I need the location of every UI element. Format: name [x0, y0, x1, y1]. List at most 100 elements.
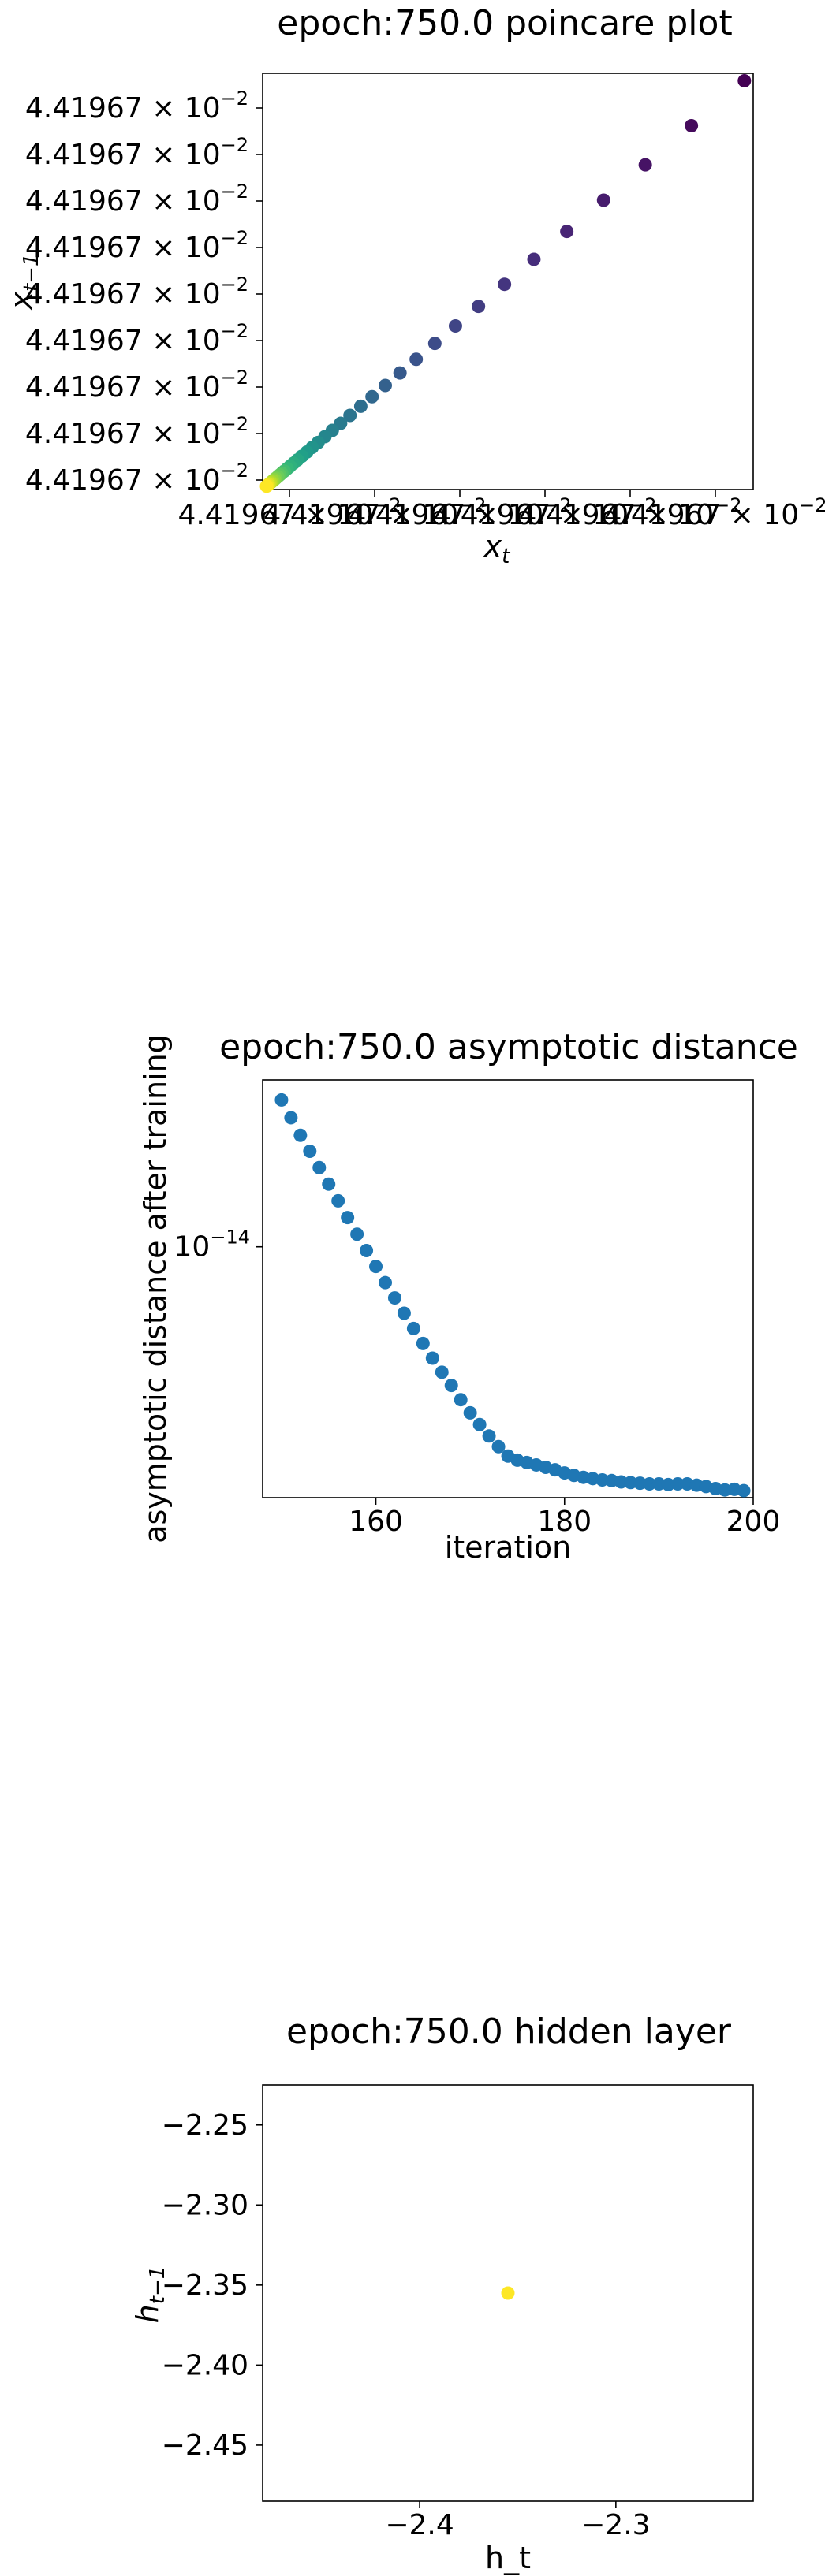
data-point — [435, 1365, 449, 1379]
y-ticks: 4.41967 × 10−2 4.41967 × 10−2 4.41967 × 10… — [25, 87, 263, 497]
poincare-chart: epoch:750.0 poincare plot 4.41967 × 10−2… — [4, 3, 825, 568]
chart-title: epoch:750.0 poincare plot — [277, 3, 732, 43]
x-tick-exponent: −2 — [629, 494, 656, 516]
y-tick-exponent: −2 — [221, 320, 248, 342]
y-tick-exponent: −2 — [221, 181, 248, 203]
data-point — [274, 1093, 289, 1107]
y-tick-exponent: −2 — [221, 274, 248, 296]
y-tick-exponent: −2 — [221, 413, 248, 435]
data-point — [393, 366, 407, 380]
data-point — [463, 1405, 477, 1420]
data-point — [501, 2286, 515, 2300]
y-tick-label: −2.35 — [162, 2269, 248, 2302]
data-point — [472, 1417, 487, 1431]
x-tick-label: 4.41967 × 10−2 — [433, 494, 656, 531]
data-point — [331, 1193, 345, 1208]
x-tick-exponent: −2 — [458, 494, 486, 516]
data-point — [379, 1275, 392, 1290]
x-tick-label: −2.3 — [581, 2509, 650, 2541]
x-axis-label: iteration — [445, 1530, 572, 1565]
x-tick-label: 4.41967 × 10−2 — [263, 494, 486, 531]
data-point — [293, 1128, 308, 1142]
data-point — [472, 300, 486, 314]
data-point — [638, 158, 652, 172]
data-point — [425, 1351, 439, 1365]
y-tick-exponent: −2 — [221, 227, 248, 249]
y-tick-label: −2.45 — [162, 2429, 248, 2462]
data-point — [259, 479, 274, 493]
data-point — [737, 1483, 751, 1498]
y-tick-label: 4.41967 × 10−2 — [25, 367, 248, 404]
data-point — [737, 74, 752, 88]
plot-frame — [262, 1079, 754, 1498]
x-ticks: 4.41967 × 10−24.41967 × 10−24.41967 × 10… — [177, 490, 825, 531]
data-point — [444, 1379, 458, 1393]
data-point — [527, 252, 541, 266]
data-point — [482, 1429, 496, 1443]
data-point — [365, 389, 379, 404]
data-point — [397, 1306, 411, 1320]
data-point — [498, 277, 512, 292]
y-tick-exponent: −2 — [221, 134, 248, 156]
data-point — [387, 1291, 401, 1305]
data-point — [353, 399, 368, 413]
data-point — [312, 1160, 327, 1174]
data-point — [343, 408, 357, 423]
y-tick-label: 4.41967 × 10−2 — [25, 320, 248, 357]
y-tick-label: 4.41967 × 10−2 — [25, 413, 248, 450]
data-point — [350, 1227, 364, 1241]
data-point — [379, 378, 392, 393]
data-point — [448, 318, 462, 333]
y-tick-label: 4.41967 × 10−2 — [25, 87, 248, 125]
x-tick-label: 4.41967 × 10−2 — [177, 494, 401, 531]
x-ticks: 160 180 200 — [349, 1498, 780, 1538]
y-tick-exponent: −2 — [221, 367, 248, 389]
plot-frame — [262, 73, 754, 490]
data-point — [560, 225, 574, 239]
x-axis-label-subscript: t — [502, 545, 510, 568]
data-point — [685, 119, 699, 133]
data-point — [406, 1321, 420, 1335]
y-tick-exponent: −2 — [221, 87, 248, 110]
x-tick-label: 180 — [537, 1506, 592, 1538]
y-tick-label: −2.30 — [162, 2189, 248, 2221]
x-tick-label: 4.41967 × 10−2 — [518, 494, 741, 531]
y-axis-label: xt−1 — [4, 253, 43, 310]
chart-title: epoch:750.0 hidden layer — [286, 2012, 732, 2052]
y-axis-label-subscript: t−1 — [20, 253, 43, 292]
data-point — [670, 1476, 685, 1491]
y-ticks: −2.25 −2.30 −2.35 −2.40 −2.45 — [162, 2109, 263, 2462]
y-tick-label: 10−14 — [174, 1227, 250, 1264]
x-tick-label: 4.41967 × 10−2 — [603, 494, 825, 531]
y-tick-label: 4.41967 × 10−2 — [25, 460, 248, 497]
data-point — [491, 1439, 506, 1454]
y-tick-exponent: −14 — [210, 1227, 250, 1249]
x-tick-exponent: −2 — [543, 494, 571, 516]
x-axis-label: h_t — [485, 2541, 531, 2575]
x-tick-exponent: −2 — [714, 494, 741, 516]
asymptotic-distance-chart: epoch:750.0 asymptotic distance 10−14 16… — [138, 1027, 798, 1565]
x-tick-exponent: −2 — [799, 494, 825, 516]
data-point — [369, 1260, 383, 1274]
y-axis-label-subscript: t−1 — [146, 2266, 170, 2305]
data-points — [274, 1093, 751, 1498]
data-point — [416, 1336, 430, 1350]
x-tick-label: 4.41967 × 10−2 — [348, 494, 571, 531]
x-axis-label: xt — [483, 529, 511, 568]
y-tick-label: −2.25 — [162, 2109, 248, 2142]
data-point — [341, 1211, 355, 1225]
data-point — [454, 1393, 468, 1407]
x-tick-label: −2.4 — [385, 2509, 454, 2541]
data-point — [409, 352, 424, 367]
y-tick-label: 4.41967 × 10−2 — [25, 227, 248, 264]
y-axis-label: asymptotic distance after training — [138, 1034, 173, 1543]
data-point — [322, 1177, 336, 1191]
y-tick-label: 4.41967 × 10−2 — [25, 181, 248, 218]
data-points — [259, 74, 752, 493]
y-tick-label: −2.40 — [162, 2349, 248, 2381]
y-axis-label: ht−1 — [130, 2266, 170, 2324]
x-tick-label: 160 — [349, 1506, 403, 1538]
y-ticks: 10−14 — [174, 1227, 263, 1264]
x-tick-exponent: −2 — [373, 494, 401, 516]
data-points — [501, 2286, 515, 2300]
